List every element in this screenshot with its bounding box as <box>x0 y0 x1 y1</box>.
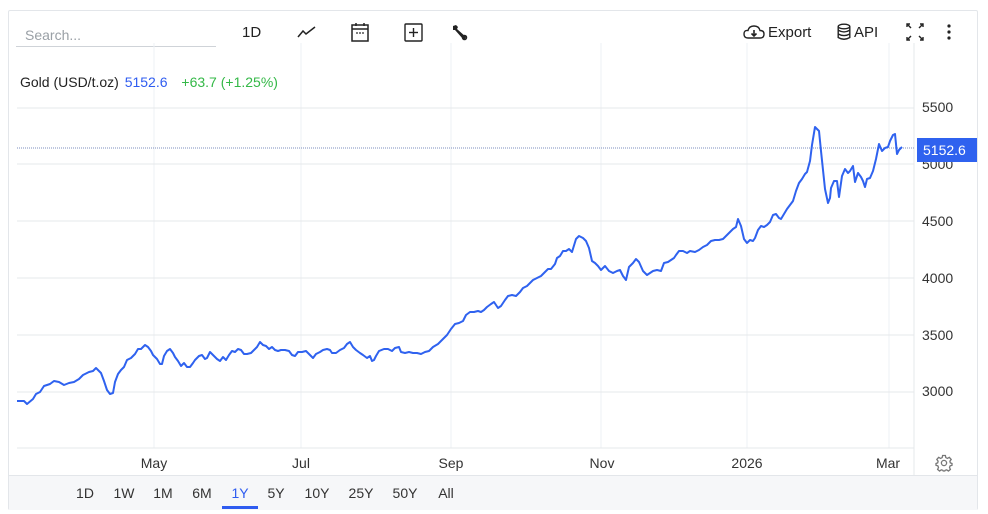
x-tick-label: May <box>140 455 168 471</box>
x-tick-label: Mar <box>875 455 901 471</box>
chart-widget: 1D Export <box>8 10 978 510</box>
horizontal-gridlines <box>17 107 914 449</box>
y-tick-label: 3000 <box>922 383 954 399</box>
export-label: Export <box>768 23 812 41</box>
compare-button[interactable] <box>404 21 423 43</box>
range-label: 5Y <box>267 485 285 501</box>
range-1d-button[interactable]: 1D <box>69 476 101 511</box>
indicators-button[interactable] <box>451 21 469 43</box>
export-button[interactable]: Export <box>743 21 811 43</box>
series-legend: Gold (USD/t.oz) 5152.6 +63.7 (+1.25%) <box>20 74 278 90</box>
y-tick-label: 4500 <box>922 213 954 229</box>
legend-change: +63.7 (+1.25%) <box>181 74 278 90</box>
range-6m-button[interactable]: 6M <box>186 476 218 511</box>
range-label: 10Y <box>304 485 330 501</box>
y-tick-label: 4000 <box>922 270 954 286</box>
range-label: All <box>438 485 454 501</box>
legend-price: 5152.6 <box>124 74 168 90</box>
range-label: 6M <box>192 485 212 501</box>
line-chart-icon <box>297 25 317 39</box>
y-tick-label: 3500 <box>922 327 954 343</box>
chart-plot-area[interactable] <box>9 11 979 476</box>
y-tick-label: 5500 <box>922 99 954 115</box>
x-tick-label: Nov <box>589 455 615 471</box>
range-label: 1M <box>153 485 173 501</box>
range-all-button[interactable]: All <box>431 476 461 511</box>
chart-settings-button[interactable] <box>935 454 953 477</box>
chart-type-button[interactable] <box>297 21 317 43</box>
range-label: 1Y <box>231 485 249 501</box>
gear-icon <box>935 454 953 476</box>
cloud-download-icon <box>743 24 765 40</box>
toolbar: 1D Export <box>9 11 977 51</box>
search-input[interactable] <box>16 23 216 47</box>
legend-name: Gold (USD/t.oz) <box>20 74 119 90</box>
vertical-dots-icon <box>946 23 952 41</box>
x-tick-label: Jul <box>292 455 310 471</box>
vertical-gridlines <box>153 43 890 448</box>
range-5y-button[interactable]: 5Y <box>261 476 291 511</box>
more-options-button[interactable] <box>946 21 952 43</box>
date-range-button[interactable] <box>351 21 369 43</box>
time-range-selector: 1D 1W 1M 6M 1Y 5Y 10Y 25Y 50Y All <box>9 475 977 510</box>
range-label: 25Y <box>348 485 374 501</box>
api-label: API <box>854 23 879 41</box>
range-label: 1W <box>113 485 135 501</box>
plus-square-icon <box>404 22 423 42</box>
range-1y-button[interactable]: 1Y <box>222 476 258 511</box>
range-25y-button[interactable]: 25Y <box>343 476 379 511</box>
database-icon <box>837 23 851 41</box>
calendar-icon <box>351 22 369 42</box>
api-button[interactable]: API <box>837 21 878 43</box>
expand-icon <box>905 22 925 42</box>
range-10y-button[interactable]: 10Y <box>299 476 335 511</box>
gold-price-line <box>17 126 903 405</box>
range-50y-button[interactable]: 50Y <box>387 476 423 511</box>
interval-button[interactable]: 1D <box>242 21 261 43</box>
x-tick-label: Sep <box>438 455 464 471</box>
x-tick-label: 2026 <box>731 455 763 471</box>
range-label: 50Y <box>392 485 418 501</box>
wrench-icon <box>451 23 469 41</box>
interval-label: 1D <box>242 23 262 41</box>
fullscreen-button[interactable] <box>905 21 925 43</box>
range-1m-button[interactable]: 1M <box>147 476 179 511</box>
range-1w-button[interactable]: 1W <box>108 476 140 511</box>
last-price-tag: 5152.6 <box>917 138 977 162</box>
range-label: 1D <box>76 485 94 501</box>
